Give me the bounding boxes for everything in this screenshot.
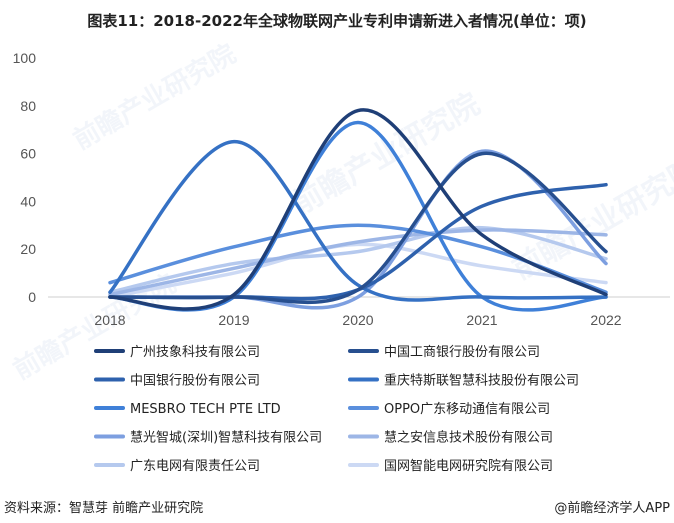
legend-label: 中国工商银行股份有限公司 [384,345,540,360]
y-tick-label: 100 [13,50,37,66]
legend-label: 广州技象科技有限公司 [130,345,260,360]
legend-label: 广东电网有限责任公司 [130,459,260,474]
legend-label: OPPO广东移动通信有限公司 [384,402,550,417]
x-tick-label: 2021 [466,312,497,328]
y-tick-label: 0 [28,289,36,305]
legend-label: MESBRO TECH PTE LTD [130,402,281,417]
x-tick-label: 2018 [94,312,125,328]
series-line-2 [108,151,608,305]
legend-label: 中国银行股份有限公司 [130,374,260,389]
x-axis-ticks: 2018 2019 2020 2021 2022 [94,312,621,328]
y-tick-label: 80 [20,98,36,114]
series-line-10 [108,242,608,299]
series-line-8 [108,228,608,297]
legend-label: 重庆特斯联智慧科技股份有限公司 [384,373,579,389]
y-tick-label: 20 [20,241,36,257]
source-note: 资料来源：智慧芽 前瞻产业研究院 [4,501,204,516]
y-tick-label: 60 [20,146,36,162]
watermark-text: 前瞻产业研究院 [507,152,674,287]
series-line-1 [108,108,608,311]
y-tick-label: 40 [20,193,36,209]
series-line-9 [108,225,608,294]
brand-note: @前瞻经济学人APP [554,501,670,516]
series-lines [108,108,608,312]
legend-label: 慧光智城(深圳)智慧科技有限公司 [130,430,322,446]
series-line-4 [108,139,608,302]
x-tick-label: 2019 [218,312,249,328]
legend-label: 国网智能电网研究院有限公司 [384,459,553,474]
y-axis-ticks: 0 20 40 60 80 100 [13,50,37,305]
x-tick-label: 2022 [590,312,621,328]
watermark-text: 前瞻产业研究院 [68,38,241,156]
x-tick-label: 2020 [342,312,373,328]
legend-label: 慧之安信息技术股份有限公司 [384,430,553,446]
chart-title: 图表11：2018-2022年全球物联网产业专利申请新进入者情况(单位：项) [87,12,587,30]
